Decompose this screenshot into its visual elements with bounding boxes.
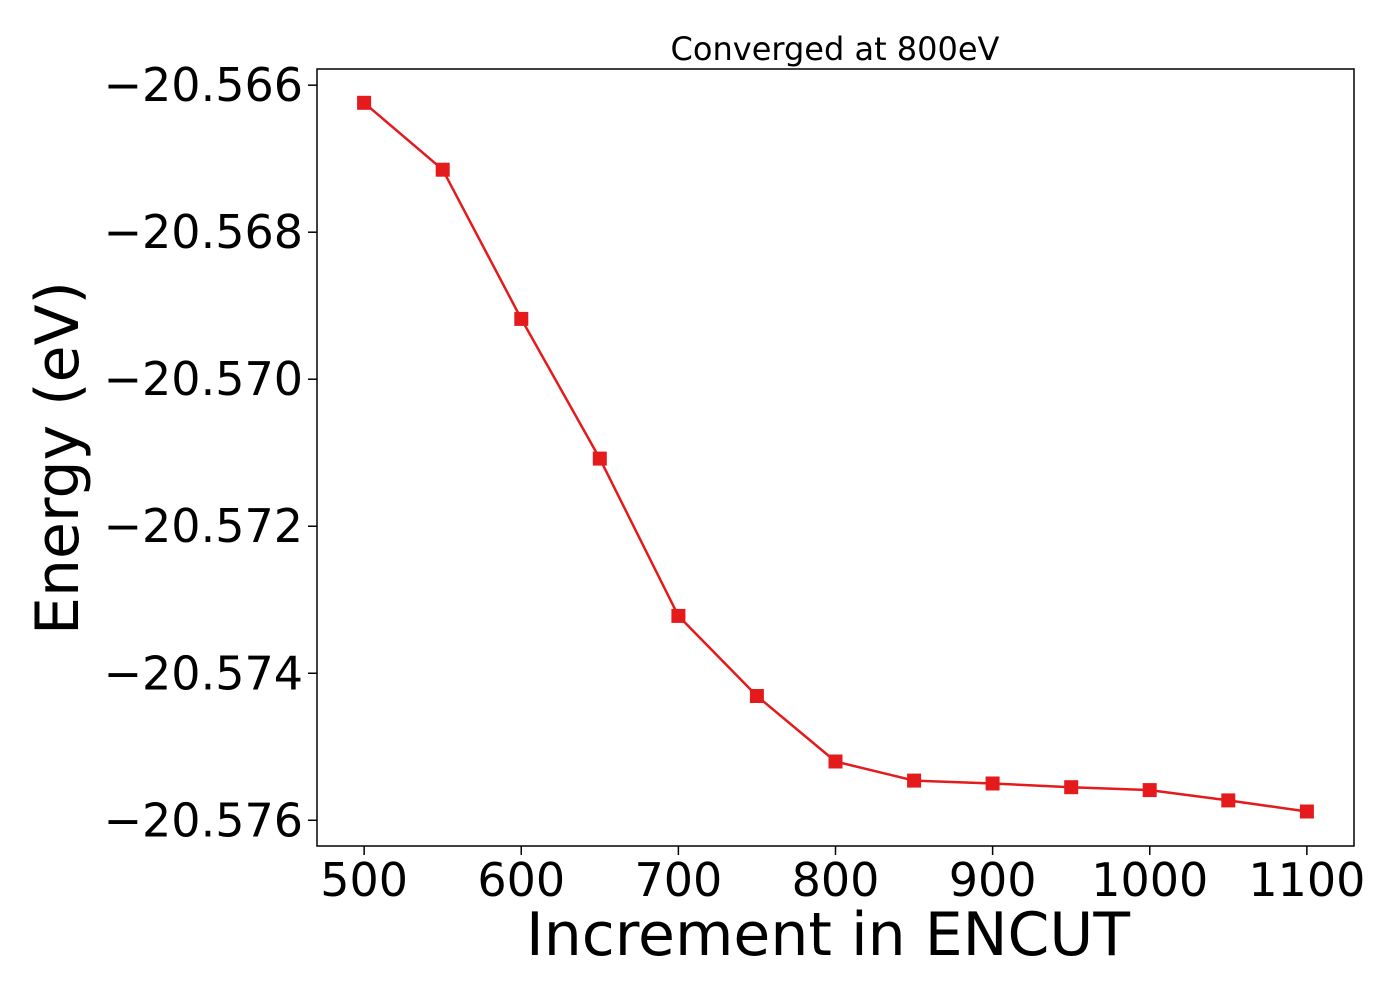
data-point-marker xyxy=(985,776,1000,791)
y-axis-ticks: −20.566 −20.568 −20.570 −20.572 −20.574 −20.5… xyxy=(104,58,317,847)
x-tick-label: 1100 xyxy=(1248,853,1365,907)
x-tick-label: 900 xyxy=(949,853,1037,907)
data-point-marker xyxy=(749,689,764,703)
data-point-marker xyxy=(1221,793,1236,808)
y-tick-label: −20.574 xyxy=(104,646,304,700)
plot-series xyxy=(357,95,1314,819)
plot-frame xyxy=(316,68,1355,847)
x-tick-label: 700 xyxy=(634,853,722,907)
y-tick-label: −20.568 xyxy=(104,205,304,259)
data-point-marker xyxy=(1064,780,1079,795)
data-point-marker xyxy=(1299,804,1314,819)
x-axis-ticks: 500 600 700 800 900 1000 1100 xyxy=(320,846,1365,907)
data-point-marker xyxy=(435,162,450,177)
data-point-marker xyxy=(592,451,607,466)
x-tick-label: 1000 xyxy=(1091,853,1208,907)
y-tick-label: −20.572 xyxy=(104,499,304,553)
x-tick-label: 600 xyxy=(477,853,565,907)
data-point-marker xyxy=(907,773,922,788)
data-point-marker xyxy=(1142,783,1157,798)
y-tick-label: −20.576 xyxy=(104,793,304,847)
chart-title: Converged at 800eV xyxy=(671,30,1000,68)
data-point-marker xyxy=(514,311,529,326)
x-axis-label: Increment in ENCUT xyxy=(526,900,1130,970)
x-tick-label: 500 xyxy=(320,853,408,907)
data-point-marker xyxy=(828,754,843,769)
y-axis-label: Energy (eV) xyxy=(23,281,93,635)
x-tick-label: 800 xyxy=(792,853,880,907)
data-point-marker xyxy=(671,608,686,623)
y-tick-label: −20.570 xyxy=(104,352,304,406)
data-point-marker xyxy=(357,95,372,110)
y-tick-label: −20.566 xyxy=(104,58,304,112)
